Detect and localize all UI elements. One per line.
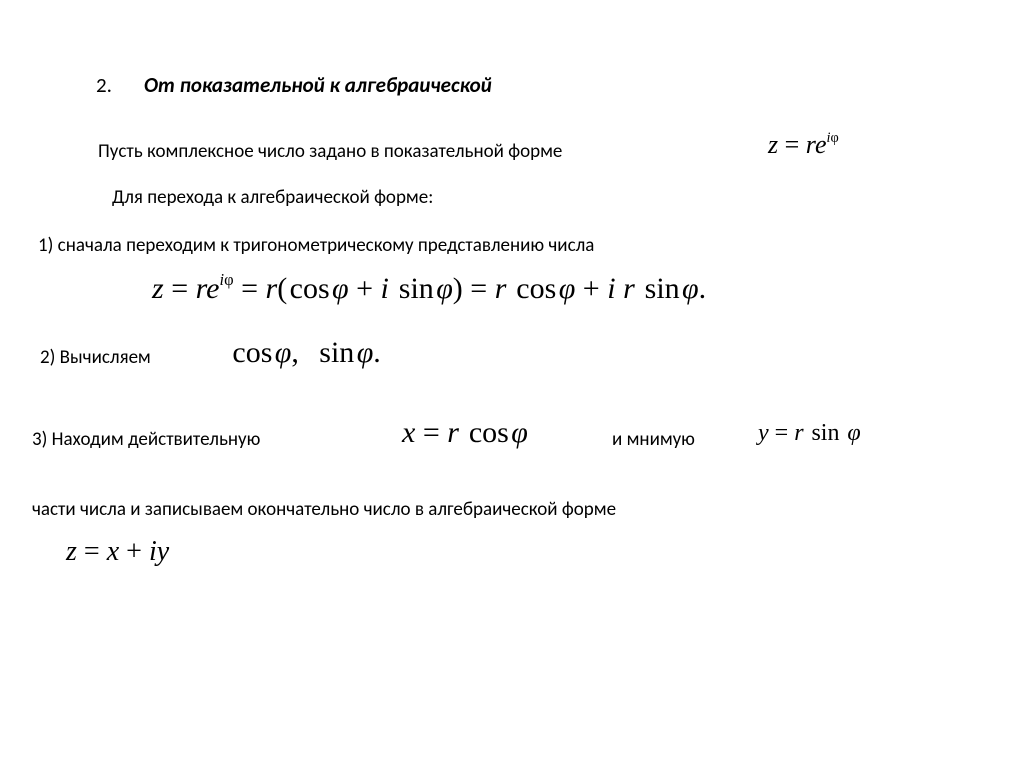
transition-text: Для перехода к алгебраической форме: — [112, 186, 433, 209]
step2-label: 2) Вычисляем — [40, 346, 151, 369]
sym-exp: iφ — [827, 130, 839, 146]
heading-title: От показательной к алгебраической — [144, 72, 492, 98]
sym-eq: = — [778, 130, 806, 159]
intro-formula: z = reiφ — [768, 130, 839, 160]
s1-sin: sin — [399, 272, 434, 305]
s1-rpar: ) — [453, 272, 463, 305]
step3-formula-y: y = rsinφ — [758, 420, 861, 447]
s1-plus1: + — [349, 272, 381, 305]
step2-formula: cosφ,sinφ. — [230, 336, 381, 370]
heading-row: 2. От показательной к алгебраической — [96, 72, 492, 98]
s2-cos: cos — [232, 336, 272, 369]
heading-number: 2. — [96, 72, 112, 98]
s1-r1: r — [196, 272, 207, 305]
sym-e: e — [815, 130, 827, 159]
closing-text: части числа и записываем окончательно чи… — [32, 498, 616, 521]
sym-z: z — [768, 130, 778, 159]
s1-dot: . — [699, 272, 707, 305]
s1-exp-phi: φ — [224, 270, 234, 289]
s1-sin2: sin — [645, 272, 680, 305]
s1-eq3: = — [463, 272, 495, 305]
s1-phi3: φ — [559, 272, 576, 305]
cl-plus: + — [119, 536, 149, 567]
step3-formula-x: x = rcosφ — [402, 416, 528, 450]
s1-plus2: + — [575, 272, 607, 305]
s1-i2: i — [607, 272, 615, 305]
s3x-phi: φ — [511, 416, 528, 449]
s1-r3: r — [495, 272, 507, 305]
s1-phi4: φ — [682, 272, 699, 305]
s1-eq1: = — [164, 272, 196, 305]
sym-exp-phi: φ — [830, 130, 838, 146]
s2-dot: . — [373, 336, 381, 369]
s1-i1: i — [381, 272, 389, 305]
s3x-r: r — [447, 416, 459, 449]
slide: 2. От показательной к алгебраической Пус… — [0, 0, 1024, 768]
step1-label: 1) сначала переходим к тригонометрическо… — [38, 234, 594, 257]
s3x-cos: cos — [469, 416, 509, 449]
s1-phi2: φ — [436, 272, 453, 305]
s1-phi1: φ — [332, 272, 349, 305]
s1-e: e — [206, 272, 219, 305]
step3-label-a: 3) Находим действительную — [32, 428, 260, 451]
s2-sin: sin — [319, 336, 354, 369]
cl-z: z — [66, 536, 77, 567]
s3x-x: x — [402, 416, 415, 449]
s3y-phi: φ — [847, 420, 860, 446]
s1-r2: r — [266, 272, 278, 305]
sym-r: r — [806, 130, 815, 159]
cl-i: i — [149, 536, 157, 567]
s1-r4: r — [623, 272, 635, 305]
s1-eq2: = — [234, 272, 266, 305]
cl-eq: = — [77, 536, 107, 567]
s2-comma: , — [291, 336, 299, 369]
s1-lpar: ( — [277, 272, 287, 305]
s3y-eq: = — [769, 420, 795, 446]
s1-z: z — [152, 272, 164, 305]
s2-phi2: φ — [357, 336, 374, 369]
s3y-y: y — [758, 420, 769, 446]
step3-label-b: и мнимую — [612, 428, 695, 451]
cl-y: y — [157, 536, 169, 567]
s1-cos2: cos — [516, 272, 556, 305]
s3x-eq: = — [415, 416, 447, 449]
s1-cos: cos — [290, 272, 330, 305]
s3y-r: r — [794, 420, 803, 446]
s1-exp: iφ — [220, 270, 234, 289]
step1-formula: z = reiφ = r(cosφ + isinφ) = rcosφ + irs… — [152, 272, 706, 306]
intro-text: Пусть комплексное число задано в показат… — [98, 140, 562, 163]
cl-x: x — [107, 536, 119, 567]
closing-formula: z = x + iy — [66, 536, 169, 568]
s2-phi1: φ — [275, 336, 292, 369]
s3y-sin: sin — [811, 420, 839, 446]
